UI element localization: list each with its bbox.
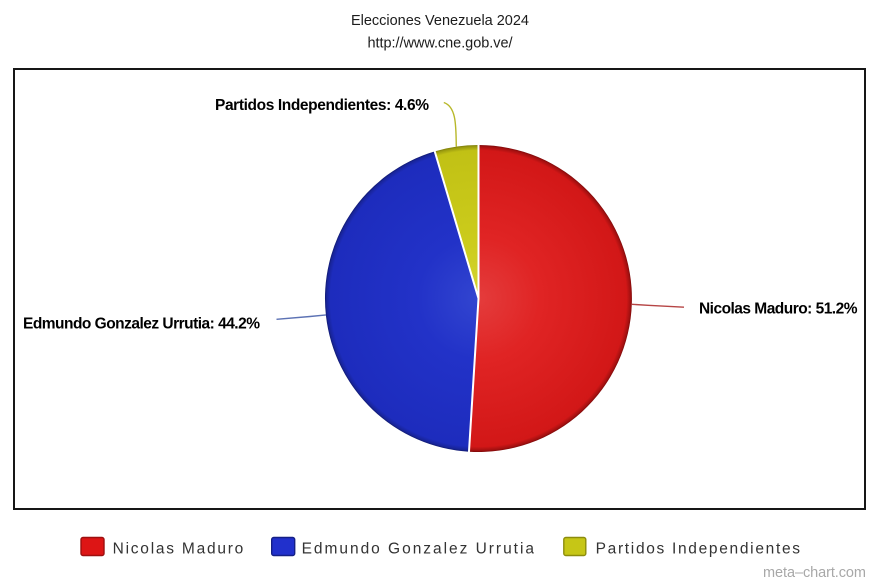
- svg-text:Nicolas Maduro: Nicolas Maduro: [113, 540, 244, 557]
- svg-text:meta–chart.com: meta–chart.com: [763, 565, 866, 581]
- svg-text:Edmundo Gonzalez Urrutia: 44.2: Edmundo Gonzalez Urrutia: 44.2%: [23, 315, 260, 332]
- svg-text:Elecciones Venezuela 2024: Elecciones Venezuela 2024: [351, 13, 529, 29]
- svg-text:Partidos Independientes: Partidos Independientes: [596, 540, 801, 557]
- svg-text:Edmundo Gonzalez Urrutia: Edmundo Gonzalez Urrutia: [302, 540, 535, 557]
- svg-text:http://www.cne.gob.ve/: http://www.cne.gob.ve/: [368, 36, 514, 52]
- svg-text:Partidos Independientes: 4.6%: Partidos Independientes: 4.6%: [215, 97, 429, 114]
- svg-text:Nicolas Maduro: 51.2%: Nicolas Maduro: 51.2%: [699, 301, 858, 318]
